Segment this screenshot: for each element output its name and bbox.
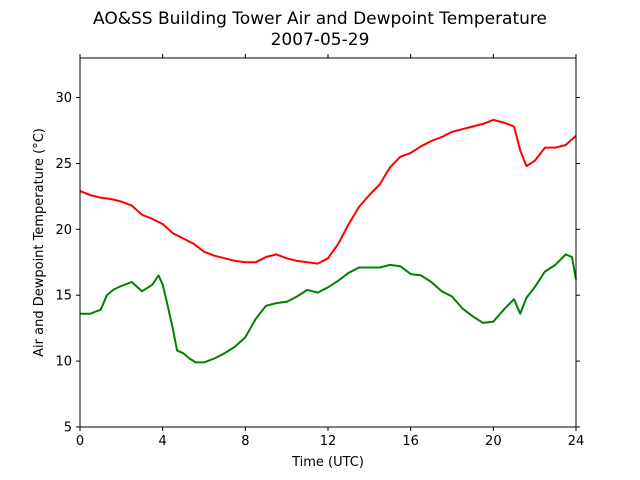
- x-tick-label: 0: [76, 434, 84, 449]
- x-tick-label: 12: [320, 434, 337, 449]
- y-tick-label: 15: [55, 289, 72, 304]
- x-tick-label: 8: [241, 434, 249, 449]
- x-axis-label: Time (UTC): [291, 455, 364, 470]
- plot-lines: [79, 118, 577, 364]
- chart-title: AO&SS Building Tower Air and Dewpoint Te…: [93, 9, 547, 29]
- plot-frame: [79, 57, 577, 428]
- y-tick-label: 10: [55, 355, 72, 370]
- x-tick-label: 4: [159, 434, 167, 449]
- y-tick-label: 5: [64, 421, 72, 436]
- chart-subtitle: 2007-05-29: [271, 30, 370, 50]
- y-axis-label: Air and Dewpoint Temperature (°C): [32, 128, 47, 357]
- x-axis: 0 4 8 12 16 20 24: [76, 54, 584, 449]
- x-tick-label: 24: [568, 434, 585, 449]
- x-tick-label: 20: [485, 434, 502, 449]
- x-tick-label: 16: [402, 434, 419, 449]
- y-axis: 5 10 15 20 25 30: [55, 91, 580, 436]
- series-line-2: [80, 253, 577, 364]
- y-tick-label: 20: [55, 223, 72, 238]
- series-line-1: [79, 118, 577, 265]
- y-tick-label: 25: [55, 157, 72, 172]
- y-tick-label: 30: [55, 91, 72, 106]
